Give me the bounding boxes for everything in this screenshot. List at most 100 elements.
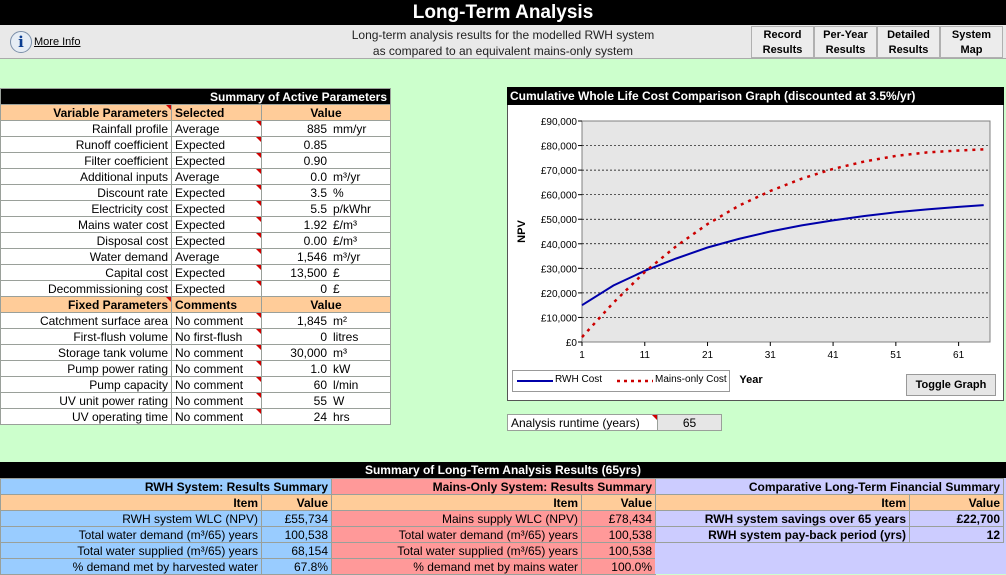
fix-headers-0: Fixed Parameters [0,296,172,313]
y-tick-label: £80,000 [541,142,578,153]
detailed-results-button[interactable]: Detailed Results [877,26,940,58]
parameter-row: Pump power rating No comment 1.0 kW [0,360,391,377]
parameter-selection[interactable]: Expected [171,280,262,297]
x-axis-label: Year [739,374,763,386]
parameters-title: Summary of Active Parameters [0,88,391,105]
parameter-name: Additional inputs [0,168,172,185]
result-value: 67.8% [260,558,333,575]
info-icon[interactable]: i [10,31,32,53]
parameter-selection[interactable]: No comment [171,312,262,329]
parameter-value: 3.5 [310,185,327,200]
parameter-value: 13,500 [290,265,327,280]
parameter-row: UV operating time No comment 24 hrs [0,408,391,425]
parameter-unit: W [333,393,345,408]
result-value: £78,434 [581,510,656,527]
parameters-table: Summary of Active Parameters Variable Pa… [0,88,391,425]
toggle-graph-button[interactable]: Toggle Graph [906,374,996,396]
parameter-name: Electricity cost [0,200,172,217]
parameter-selection[interactable]: Expected [171,184,262,201]
nav-label: Per-Year [823,29,868,41]
comp-value-header: Value [908,494,1005,511]
parameter-selection[interactable]: Average [171,168,262,185]
parameter-name: Decommissioning cost [0,280,172,297]
parameter-selection[interactable]: No comment [171,360,262,377]
result-item: RWH system savings over 65 years [655,510,910,527]
system-map-button[interactable]: System Map [940,26,1003,58]
mains-cost-line [581,148,984,338]
parameter-value: 5.5 [310,201,327,216]
parameter-unit: hrs [333,409,350,424]
parameter-unit: m³/yr [333,249,361,264]
nav-label: Results [762,44,803,56]
mains-result-row: Total water supplied (m³/65) years 100,53… [331,542,656,559]
comp-result-row: RWH system savings over 65 years £22,700 [655,510,1005,527]
parameter-selection[interactable]: Expected [171,152,262,169]
parameter-selection[interactable]: No first-flush [171,328,262,345]
y-tick-label: £70,000 [541,166,578,177]
parameter-selection[interactable]: Expected [171,136,262,153]
runtime-table: Analysis runtime (years) 65 [507,414,722,431]
var-headers-1: Selected [171,104,262,121]
parameter-row: Additional inputs Average 0.0 m³/yr [0,168,391,185]
parameter-selection[interactable]: Expected [171,216,262,233]
parameter-value: 55 [313,393,327,408]
parameter-row: Decommissioning cost Expected 0 £ [0,280,391,297]
parameter-selection[interactable]: Average [171,248,262,265]
subtitle-line-1: Long-term analysis results for the model… [351,28,655,42]
rwh-result-row: Total water demand (m³/65) years 100,538 [0,526,333,543]
nav-label: Record [763,29,802,41]
parameter-selection[interactable]: Expected [171,232,262,249]
parameter-selection[interactable]: Average [171,120,262,137]
parameter-value: 0 [320,329,327,344]
parameter-row: Discount rate Expected 3.5% [0,184,391,201]
parameter-selection[interactable]: No comment [171,344,262,361]
chart-title: Cumulative Whole Life Cost Comparison Gr… [507,87,1004,105]
runtime-value[interactable]: 65 [657,414,722,431]
parameter-selection[interactable]: No comment [171,392,262,409]
x-tick-label: 31 [765,350,777,361]
parameter-unit: £/m³ [333,217,357,232]
comp-result-row: RWH system pay-back period (yrs) 12 [655,526,1005,543]
plot-area [581,120,991,343]
parameter-unit: £ [333,265,340,280]
comparative-results-table: Comparative Long-Term Financial Summary … [654,478,1005,543]
parameter-selection[interactable]: Expected [171,264,262,281]
fix-headers-2: Value [261,296,391,313]
result-item: Total water demand (m³/65) years [0,526,262,543]
result-item: % demand met by harvested water [0,558,262,575]
result-value: 12 [908,526,1005,543]
result-value: £55,734 [260,510,333,527]
per-year-results-button[interactable]: Per-Year Results [814,26,877,58]
result-item: Mains supply WLC (NPV) [331,510,582,527]
parameter-value: 30,000 [290,345,327,360]
parameter-name: Mains water cost [0,216,172,233]
y-axis-label: NPV [516,220,528,243]
more-info-link[interactable]: More Info [34,36,81,48]
rwh-value-header: Value [260,494,333,511]
parameter-row: Water demand Average 1,546 m³/yr [0,248,391,265]
runtime-label: Analysis runtime (years) [507,414,658,431]
x-tick-label: 51 [890,350,902,361]
parameter-row: Pump capacity No comment 60 l/min [0,376,391,393]
y-tick-label: £0 [566,338,578,349]
record-results-button[interactable]: Record Results [751,26,814,58]
subtitle-line-2: as compared to an equivalent mains-only … [372,44,634,58]
parameter-selection[interactable]: No comment [171,408,262,425]
rwh-result-row: % demand met by harvested water 67.8% [0,558,333,575]
result-value: 100,538 [260,526,333,543]
mains-item-header: Item [331,494,582,511]
parameter-value: 0.85 [303,137,327,152]
mains-result-row: Total water demand (m³/65) years 100,538 [331,526,656,543]
parameter-value: 0 [320,281,327,296]
result-item: RWH system pay-back period (yrs) [655,526,910,543]
y-tick-label: £30,000 [541,264,578,275]
y-tick-label: £20,000 [541,289,578,300]
parameter-selection[interactable]: Expected [171,200,262,217]
result-value: 100,538 [581,526,656,543]
mains-result-row: Mains supply WLC (NPV) £78,434 [331,510,656,527]
comparative-title: Comparative Long-Term Financial Summary [654,478,1005,495]
parameter-selection[interactable]: No comment [171,376,262,393]
nav-label: Results [888,44,929,56]
result-value: 100,538 [581,542,656,559]
parameter-row: UV unit power rating No comment 55 W [0,392,391,409]
